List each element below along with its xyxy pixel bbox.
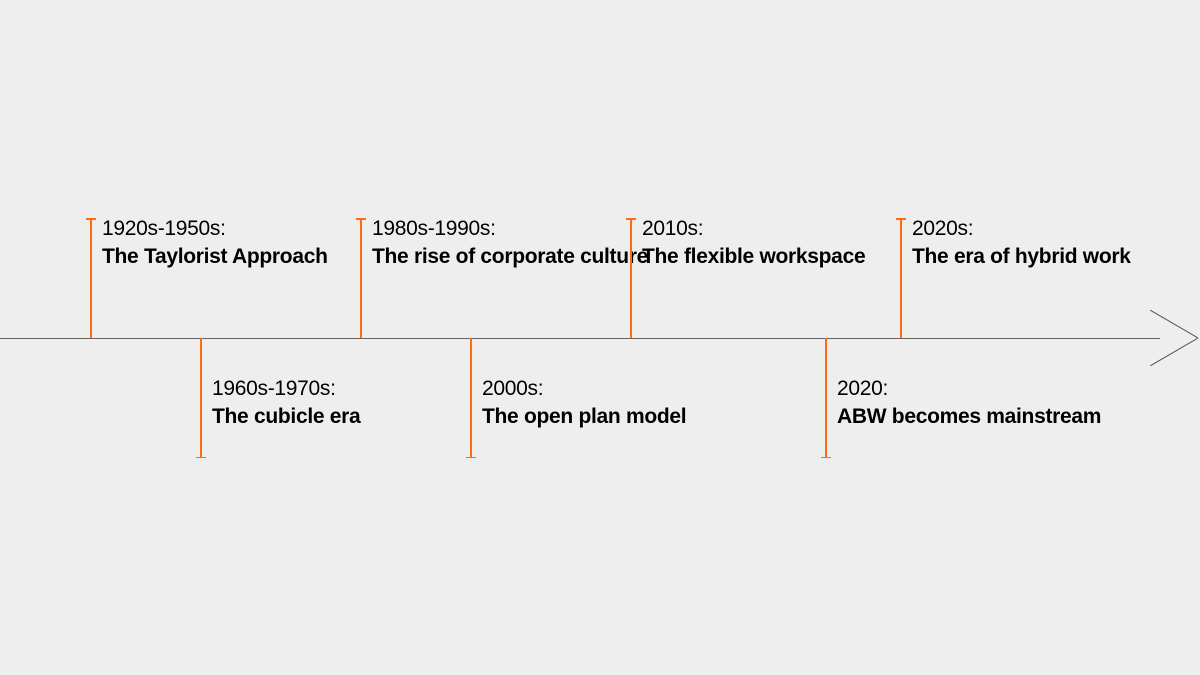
timeline-date: 1980s-1990s: — [372, 216, 652, 242]
timeline-date: 2020s: — [912, 216, 1192, 242]
timeline-tick — [470, 338, 472, 458]
timeline-title: ABW becomes mainstream — [837, 404, 1117, 429]
timeline-tick — [200, 338, 202, 458]
timeline-tick — [90, 218, 92, 338]
timeline-tick-cap — [86, 218, 96, 220]
timeline-tick — [900, 218, 902, 338]
timeline-label: 2010s:The flexible workspace — [642, 216, 922, 269]
timeline-diagram: 1920s-1950s:The Taylorist Approach 1960s-… — [0, 0, 1200, 675]
timeline-tick — [825, 338, 827, 458]
timeline-label: 1980s-1990s:The rise of corporate cultur… — [372, 216, 652, 269]
timeline-label: 2020s:The era of hybrid work — [912, 216, 1192, 269]
timeline-label: 2020:ABW becomes mainstream — [837, 376, 1117, 429]
timeline-date: 1920s-1950s: — [102, 216, 382, 242]
timeline-title: The flexible workspace — [642, 244, 922, 269]
timeline-title: The cubicle era — [212, 404, 492, 429]
timeline-tick — [360, 218, 362, 338]
timeline-tick-cap — [466, 457, 476, 459]
timeline-title: The Taylorist Approach — [102, 244, 382, 269]
timeline-label: 2000s:The open plan model — [482, 376, 762, 429]
timeline-tick-cap — [356, 218, 366, 220]
timeline-label: 1920s-1950s:The Taylorist Approach — [102, 216, 382, 269]
timeline-tick-cap — [896, 218, 906, 220]
timeline-title: The era of hybrid work — [912, 244, 1192, 269]
timeline-date: 2020: — [837, 376, 1117, 402]
timeline-date: 2000s: — [482, 376, 762, 402]
timeline-title: The open plan model — [482, 404, 762, 429]
timeline-tick-cap — [821, 457, 831, 459]
timeline-tick-cap — [196, 457, 206, 459]
timeline-axis — [0, 338, 1160, 339]
timeline-date: 2010s: — [642, 216, 922, 242]
timeline-tick — [630, 218, 632, 338]
timeline-label: 1960s-1970s:The cubicle era — [212, 376, 492, 429]
arrow-right-icon — [1150, 310, 1198, 366]
timeline-tick-cap — [626, 218, 636, 220]
timeline-title: The rise of corporate culture — [372, 244, 652, 269]
timeline-date: 1960s-1970s: — [212, 376, 492, 402]
